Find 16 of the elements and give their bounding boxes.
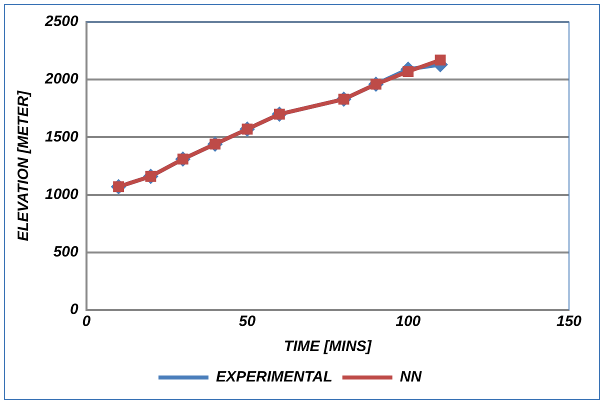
legend-label: EXPERIMENTAL [216, 368, 332, 386]
point [434, 54, 446, 66]
x-axis-title: TIME [MINS] [284, 338, 372, 356]
point [402, 66, 414, 77]
x-tick-label: 150 [556, 313, 582, 330]
y-tick-label: 2000 [44, 70, 80, 88]
x-tick-label: 0 [82, 313, 92, 330]
x-tick-label: 100 [396, 313, 422, 330]
y-tick-label: 1000 [44, 186, 80, 203]
y-tick-label: 0 [70, 301, 80, 318]
y-tick-label: 1500 [44, 128, 80, 146]
y-axis-title: ELEVATION [METER] [15, 90, 32, 242]
y-tick-label: 2500 [44, 13, 80, 30]
x-tick-label: 50 [238, 313, 256, 330]
y-tick-label: 500 [53, 244, 80, 261]
legend-label: NN [400, 368, 423, 386]
